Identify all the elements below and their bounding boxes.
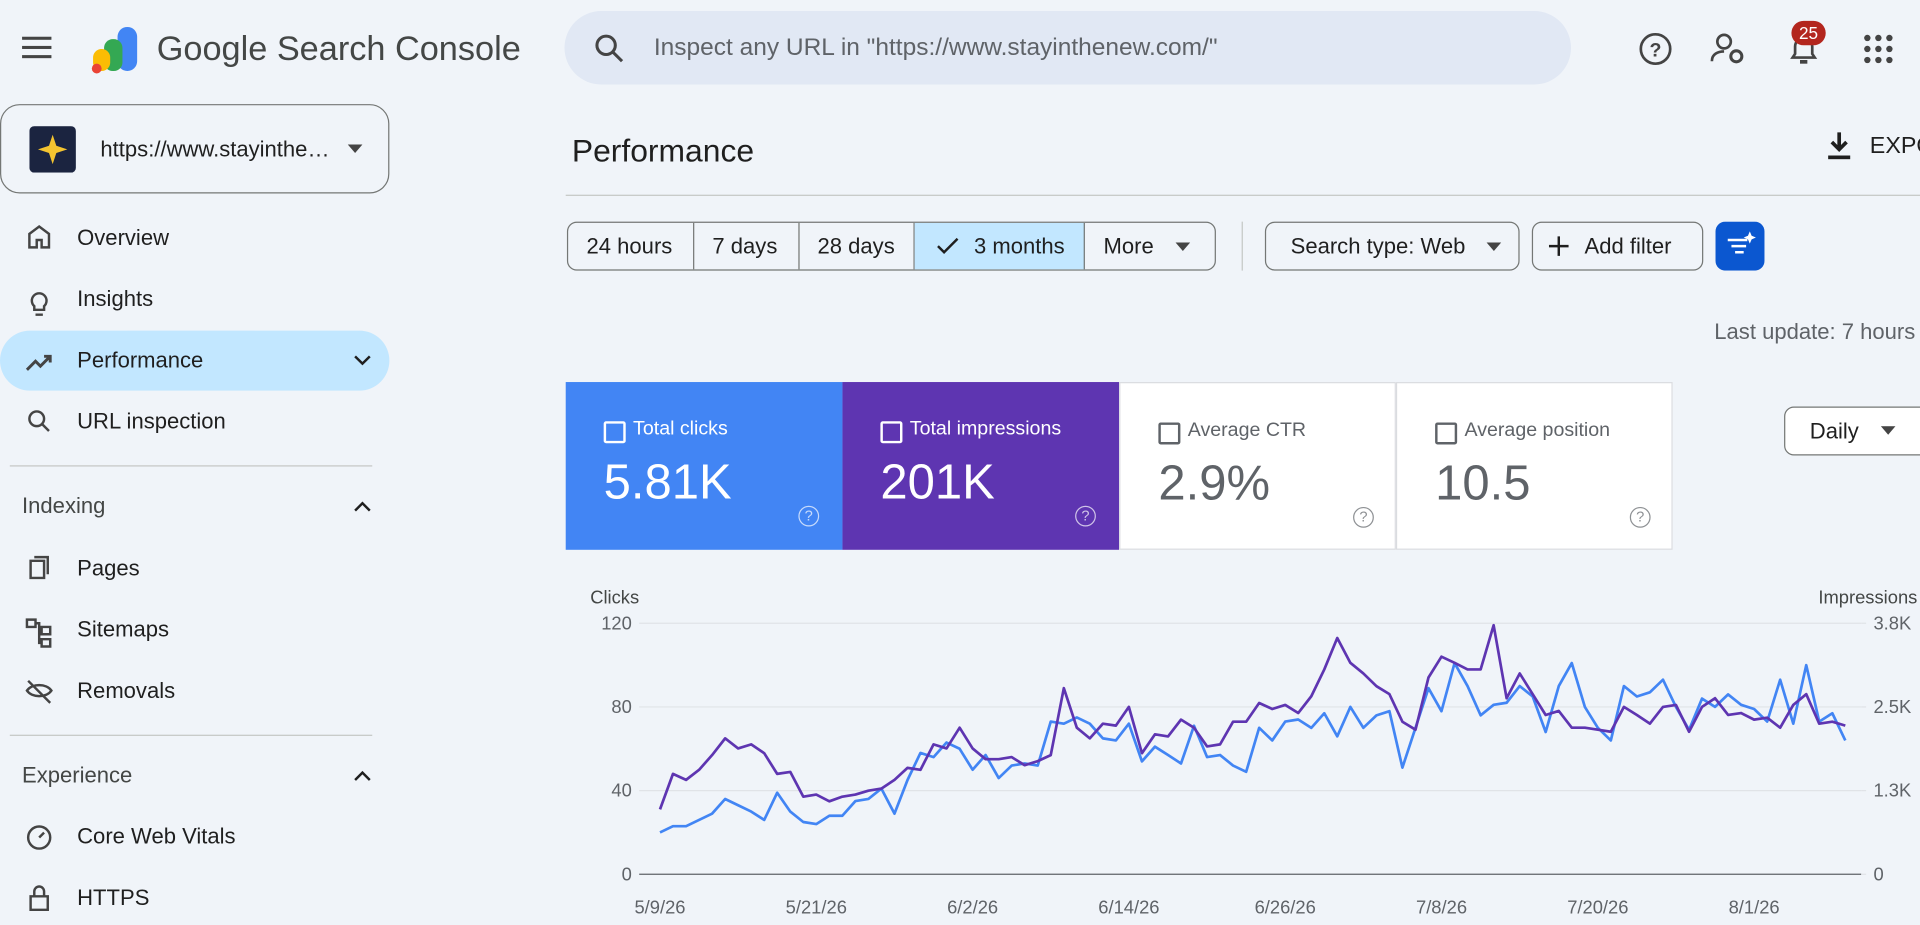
check-icon [937,237,959,254]
nav-item[interactable]: URL inspection [77,408,226,434]
nav-item[interactable]: Sitemaps [77,617,170,642]
chevron [354,770,371,781]
help-icon[interactable]: ? [798,505,820,527]
date-filter-more[interactable]: More [1103,233,1154,258]
search-bar[interactable] [564,11,1572,85]
nav-item[interactable]: Insights [77,286,154,312]
x-tick-label: 7/8/26 [1416,896,1467,917]
y-axis-title: Clicks [590,587,639,608]
dropdown-arrow [347,144,363,154]
plus-icon [1548,236,1569,256]
date-filter-selected[interactable]: 3 months [915,222,1086,270]
checkbox[interactable] [1435,422,1458,445]
last-update: Last update: 7 hours [1714,319,1916,345]
x-tick-label: 6/14/26 [1098,896,1159,917]
y2-tick-label: 1.3K [1873,780,1912,801]
x-tick-label: 7/20/26 [1567,896,1628,917]
compare-button[interactable] [1715,221,1765,271]
nav-item[interactable]: Core Web Vitals [77,824,236,849]
chevron [354,355,371,366]
help-icon[interactable]: ? [1629,506,1651,528]
x-tick-label: 6/26/26 [1255,896,1316,917]
metric-value: 2.9% [1158,456,1271,511]
separator [1241,221,1243,271]
y-tick-label: 80 [611,696,631,717]
property-name: https://www.stayinthe… [100,137,330,162]
divider [9,465,373,467]
nav-section[interactable]: Experience [22,762,133,788]
metric-value: 10.5 [1435,456,1531,511]
nav-item[interactable]: Removals [77,678,176,703]
metric-card[interactable]: Average position 10.5? [1395,382,1673,550]
svg-text:?: ? [1650,39,1662,61]
divider [565,194,1920,196]
y2-tick-label: 0 [1873,863,1883,884]
product-title: Google Search Console [156,29,521,68]
y-tick-label: 40 [611,780,631,801]
metric-label: Total clicks [633,418,728,440]
nav-item[interactable]: Overview [77,225,169,250]
checkbox[interactable] [1158,422,1181,445]
metric-label: Total impressions [909,418,1062,440]
apps-button[interactable] [1864,34,1893,64]
search-icon [595,34,624,63]
nav-icons [25,225,53,912]
help-icon[interactable]: ? [1075,505,1096,527]
property-icon [29,126,76,173]
y2-tick-label: 3.8K [1873,612,1912,633]
nav-selected [0,330,390,391]
x-tick-label: 5/21/26 [786,896,847,917]
dropdown-arrow [1880,426,1896,435]
chevron [354,501,371,512]
search-placeholder: Inspect any URL in "https://www.stayinth… [653,34,1218,62]
x-tick-label: 6/2/26 [947,896,998,917]
metric-value: 5.81K [603,455,732,510]
export-icon [1828,132,1851,160]
y2-tick-label: 2.5K [1873,696,1912,717]
notification-badge: 25 [1791,20,1826,46]
logo [91,26,138,74]
date-range-group: 24 hours 7 days 28 days 3 months More [566,221,1216,271]
checkbox[interactable] [603,421,626,444]
nav-section[interactable]: Indexing [22,493,106,518]
help-icon[interactable]: ? [1353,506,1374,528]
x-tick-label: 8/1/26 [1729,896,1780,917]
y-tick-label: 120 [601,612,632,633]
y-tick-label: 0 [622,863,632,884]
dropdown-arrow [1175,242,1191,252]
metric-label: Average CTR [1187,420,1307,441]
user-settings-button[interactable] [1710,32,1748,66]
divider [9,734,373,736]
series-line [659,661,1847,834]
page-title: Performance [571,132,755,169]
granularity-button[interactable]: Daily [1784,406,1920,456]
metric-card[interactable]: Total clicks 5.81K? [565,382,843,550]
checkbox[interactable] [880,421,903,444]
export-button[interactable]: EXPO [1869,133,1920,160]
metric-value: 201K [880,455,995,510]
date-filter[interactable]: 24 hours [568,222,695,270]
metric-card[interactable]: Average CTR 2.9%? [1119,382,1396,550]
search-type-button[interactable]: Search type: Web [1264,221,1520,271]
metric-label: Average position [1464,420,1611,441]
date-filter[interactable]: 7 days [694,222,800,270]
add-filter-button[interactable]: Add filter [1531,221,1704,271]
help-button[interactable]: ? [1638,32,1672,66]
property-selector[interactable] [0,104,390,194]
series-line [658,623,1846,810]
metric-card[interactable]: Total impressions 201K? [842,382,1120,550]
nav-item[interactable]: HTTPS [77,885,150,910]
menu-button[interactable] [22,34,56,61]
y2-axis-title: Impressions [1818,587,1917,608]
x-tick-label: 5/9/26 [634,896,685,917]
dropdown-arrow [1486,242,1502,252]
nav-item[interactable]: Performance [77,347,204,373]
date-filter[interactable]: 28 days [799,222,916,270]
nav-item[interactable]: Pages [77,555,140,581]
